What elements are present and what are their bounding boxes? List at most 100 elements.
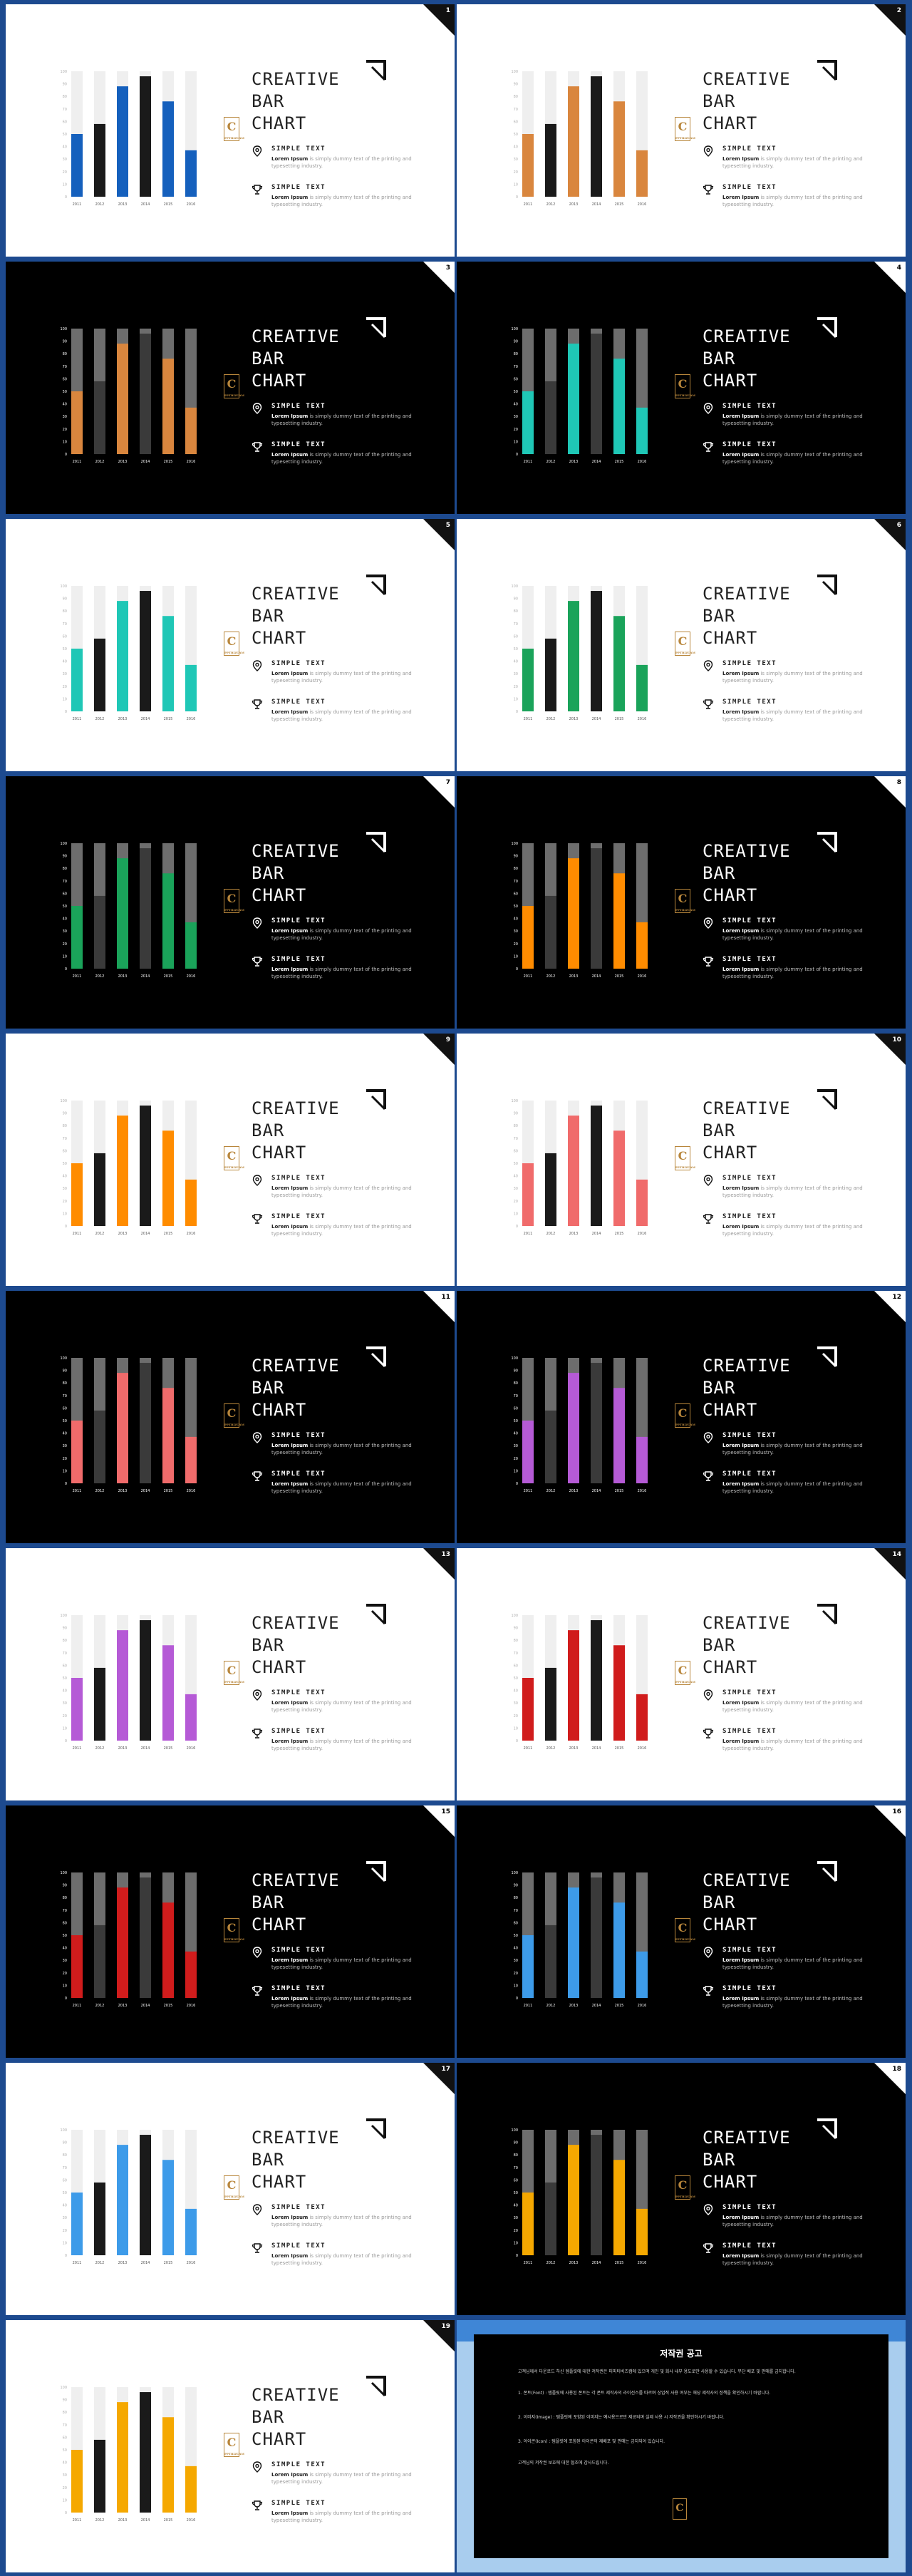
slide-title: CREATIVE BAR CHART (252, 1613, 340, 1677)
location-pin-icon (252, 660, 262, 671)
bar-2012 (545, 2182, 556, 2255)
x-tick-label: 2015 (615, 974, 624, 979)
slide-number: 14 (892, 1551, 901, 1558)
slide-thumbnail-13[interactable]: 0 10 20 30 40 50 60 70 80 90 100 2011 2012 2013 2014 20… (6, 1548, 455, 1800)
slide-thumbnail-6[interactable]: 0 10 20 30 40 50 60 70 80 90 100 2011 2012 2013 2014 20… (457, 519, 906, 771)
slide-thumbnail-18[interactable]: 0 10 20 30 40 50 60 70 80 90 100 2011 2012 2013 2014 20… (457, 2063, 906, 2315)
corner-triangle-icon (423, 262, 455, 293)
bar-2014 (591, 591, 602, 711)
x-tick-label: 2015 (164, 2518, 173, 2523)
slide-thumbnail-1[interactable]: 0 10 20 30 40 50 60 70 80 90 100 2011 2012 2013 2014 20… (6, 4, 455, 257)
bar-2016 (185, 407, 197, 454)
slide-thumbnail-14[interactable]: 0 10 20 30 40 50 60 70 80 90 100 2011 2012 2013 2014 20… (457, 1548, 906, 1800)
y-tick-label: 60 (514, 377, 518, 381)
info-body: Lorem Ipsum is simply dummy text of the … (722, 709, 863, 722)
info-heading: SIMPLE TEXT (722, 1728, 777, 1735)
bar-2015 (613, 101, 625, 197)
y-tick-label: 100 (60, 1871, 67, 1875)
slide-thumbnail-15[interactable]: 0 10 20 30 40 50 60 70 80 90 100 2011 2012 2013 2014 20… (6, 1805, 455, 2058)
bar-chart: 0 10 20 30 40 50 60 70 80 90 100 2011 2012 2013 2014 20… (511, 1356, 648, 1493)
y-tick-label: 20 (514, 170, 518, 175)
info-body: Lorem Ipsum is simply dummy text of the … (271, 1443, 412, 1456)
slide-thumbnail-19[interactable]: 0 10 20 30 40 50 60 70 80 90 100 2011 2012 2013 2014 20… (6, 2320, 455, 2572)
slide-thumbnail-17[interactable]: 0 10 20 30 40 50 60 70 80 90 100 2011 2012 2013 2014 20… (6, 2063, 455, 2315)
y-tick-label: 10 (63, 697, 67, 701)
slide-thumbnail-9[interactable]: 0 10 20 30 40 50 60 70 80 90 100 2011 2012 2013 2014 20… (6, 1034, 455, 1286)
y-tick-label: 20 (63, 942, 67, 947)
y-tick-label: 100 (511, 842, 518, 846)
y-tick-label: 80 (63, 95, 67, 99)
info-heading: SIMPLE TEXT (271, 1470, 326, 1478)
slide-title: CREATIVE BAR CHART (703, 1098, 791, 1163)
info-heading: SIMPLE TEXT (722, 1985, 777, 1992)
slide-thumbnail-3[interactable]: 0 10 20 30 40 50 60 70 80 90 100 2011 2012 2013 2014 20… (6, 262, 455, 514)
x-tick-label: 2016 (638, 974, 647, 979)
bar-2011 (71, 134, 83, 197)
bar-2016 (636, 922, 648, 969)
slide-thumbnail-8[interactable]: 0 10 20 30 40 50 60 70 80 90 100 2011 2012 2013 2014 20… (457, 776, 906, 1029)
slide-title: CREATIVE BAR CHART (252, 584, 340, 648)
slide-thumbnail-4[interactable]: 0 10 20 30 40 50 60 70 80 90 100 2011 2012 2013 2014 20… (457, 262, 906, 514)
y-tick-label: 10 (514, 440, 518, 444)
x-tick-label: 2011 (73, 974, 82, 979)
x-tick-label: 2012 (95, 1489, 105, 1493)
x-tick-label: 2015 (615, 2004, 624, 2008)
x-tick-label: 2011 (73, 202, 82, 207)
y-tick-label: 70 (514, 1137, 518, 1141)
x-tick-label: 2014 (592, 202, 601, 207)
y-tick-label: 50 (514, 647, 518, 651)
x-tick-label: 2014 (141, 460, 150, 464)
bar-2012 (545, 895, 556, 969)
x-tick-label: 2014 (592, 1489, 601, 1493)
bar-2012 (545, 1667, 556, 1741)
y-tick-label: 90 (63, 1884, 67, 1888)
info-heading: SIMPLE TEXT (271, 1175, 326, 1182)
x-tick-label: 2016 (638, 1489, 647, 1493)
copyright-slide[interactable]: 저작권 공고 고객님께서 다운로드 하신 템플릿에 대한 저작권은 피피티비즈캠에… (457, 2320, 906, 2572)
bar-2013 (117, 1887, 128, 1998)
slide-thumbnail-7[interactable]: 0 10 20 30 40 50 60 70 80 90 100 2011 2012 2013 2014 20… (6, 776, 455, 1029)
slide-thumbnail-11[interactable]: 0 10 20 30 40 50 60 70 80 90 100 2011 2012 2013 2014 20… (6, 1291, 455, 1543)
bar-2013 (568, 601, 579, 711)
bar-2015 (613, 1645, 625, 1741)
info-body: Lorem Ipsum is simply dummy text of the … (722, 671, 863, 684)
slide-thumbnail-10[interactable]: 0 10 20 30 40 50 60 70 80 90 100 2011 2012 2013 2014 20… (457, 1034, 906, 1286)
location-pin-icon (703, 2204, 713, 2215)
location-pin-icon (703, 403, 713, 414)
bar-2012 (94, 381, 105, 454)
slide-thumbnail-16[interactable]: 0 10 20 30 40 50 60 70 80 90 100 2011 2012 2013 2014 20… (457, 1805, 906, 2058)
trophy-icon (252, 2500, 263, 2510)
x-tick-label: 2015 (164, 460, 173, 464)
x-tick-label: 2012 (546, 1232, 556, 1236)
y-tick-label: 0 (65, 1739, 67, 1743)
corner-triangle-icon (423, 1034, 455, 1065)
y-tick-label: 80 (514, 1381, 518, 1386)
x-tick-label: 2012 (546, 2004, 556, 2008)
y-tick-label: 40 (63, 660, 67, 664)
bar-2016 (636, 1436, 648, 1483)
slide-thumbnail-2[interactable]: 0 10 20 30 40 50 60 70 80 90 100 2011 2012 2013 2014 20… (457, 4, 906, 257)
y-tick-label: 20 (63, 1457, 67, 1461)
slide-thumbnail-5[interactable]: 0 10 20 30 40 50 60 70 80 90 100 2011 2012 2013 2014 20… (6, 519, 455, 771)
location-pin-icon (703, 1947, 713, 1958)
info-heading: SIMPLE TEXT (722, 184, 777, 191)
y-tick-label: 100 (60, 2386, 67, 2390)
slide-title: CREATIVE BAR CHART (252, 2128, 340, 2192)
location-pin-icon (252, 2461, 262, 2473)
frame-corner-icon (817, 1346, 837, 1368)
y-tick-label: 100 (511, 1871, 518, 1875)
bar-2012 (94, 895, 105, 969)
x-tick-label: 2012 (546, 974, 556, 979)
bar-2012 (545, 638, 556, 711)
bar-2013 (568, 858, 579, 969)
y-tick-label: 90 (63, 597, 67, 602)
x-tick-label: 2015 (164, 1489, 173, 1493)
x-tick-label: 2013 (118, 2518, 128, 2523)
x-tick-label: 2016 (187, 974, 196, 979)
trophy-icon (703, 2243, 714, 2253)
y-tick-label: 30 (514, 1187, 518, 1191)
bar-2013 (568, 86, 579, 197)
info-body: Lorem Ipsum is simply dummy text of the … (722, 2215, 863, 2227)
slide-thumbnail-12[interactable]: 0 10 20 30 40 50 60 70 80 90 100 2011 2012 2013 2014 20… (457, 1291, 906, 1543)
info-heading: SIMPLE TEXT (722, 441, 777, 448)
